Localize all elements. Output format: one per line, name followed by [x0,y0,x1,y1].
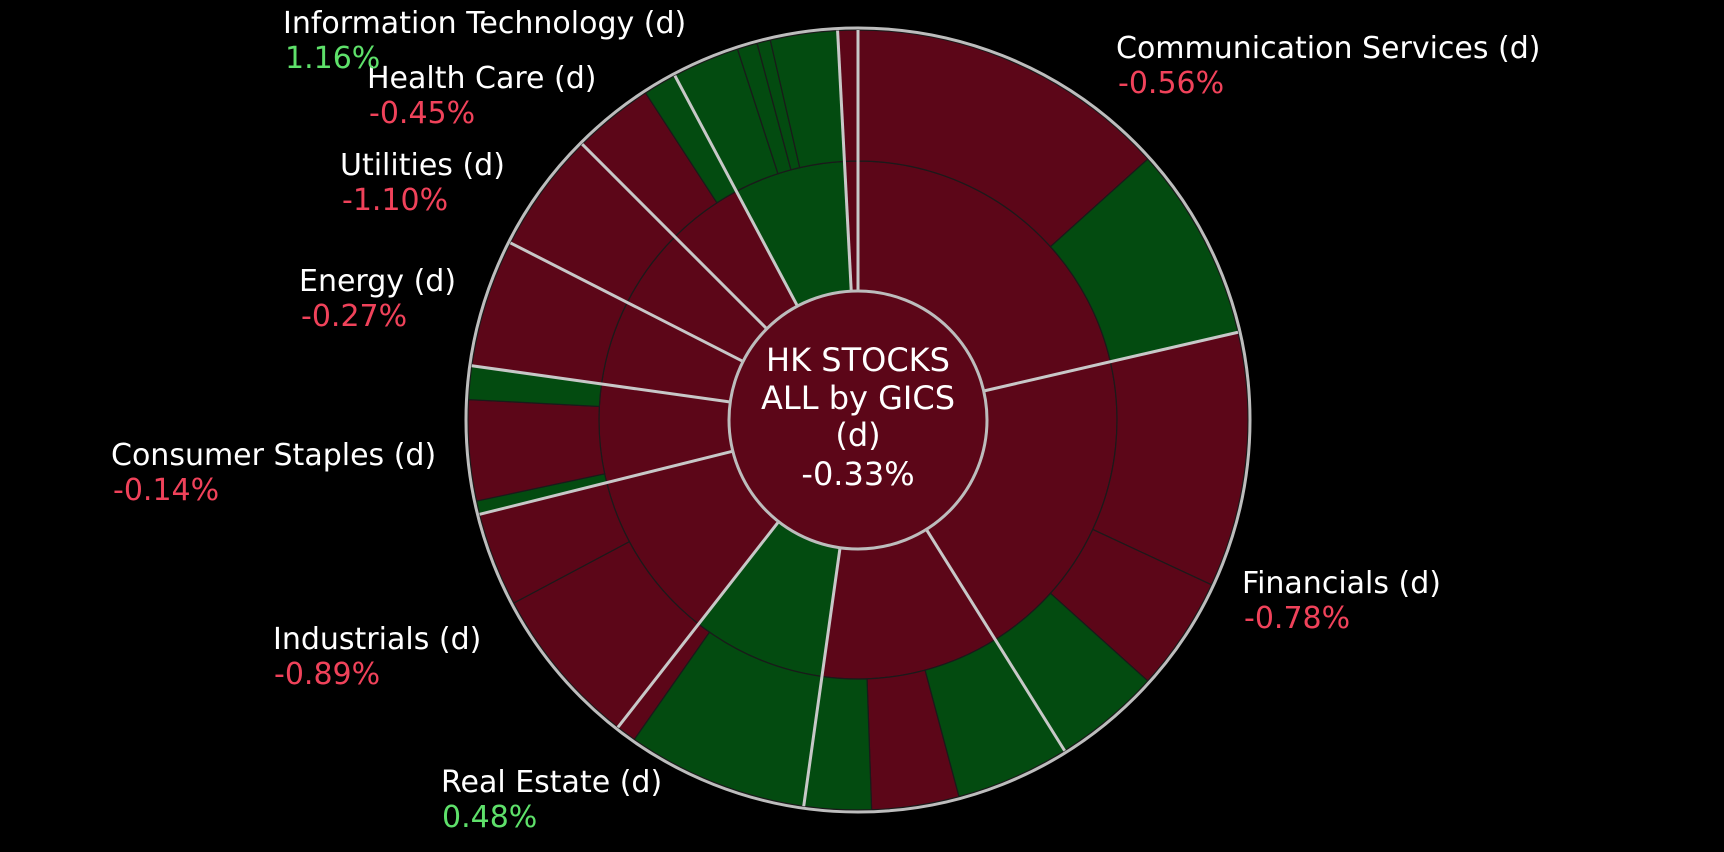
outer-ring-outline [464,26,1252,814]
label-name: Utilities (d) [340,148,505,183]
label-energy[interactable]: Energy (d) -0.27% [299,264,456,334]
center-title-line-2: ALL by GICS [761,379,955,417]
label-name: Health Care (d) [367,61,597,96]
sector-separator [581,143,768,330]
label-change: -0.14% [113,473,219,508]
sector-separator [673,74,799,307]
label-name: Financials (d) [1242,566,1441,601]
label-change: -0.89% [274,657,380,692]
sector-separator [836,30,853,292]
label-change: -1.10% [342,183,448,218]
center-total-change: -0.33% [801,455,914,493]
label-financials[interactable]: Financials (d) -0.78% [1242,566,1441,636]
sector-separator [479,449,734,516]
center-disc[interactable] [727,289,989,551]
sector-separator [471,364,731,404]
label-name: Communication Services (d) [1116,31,1540,66]
label-name: Real Estate (d) [441,765,662,800]
sector-separator [802,547,842,807]
label-information-technology[interactable]: Information Technology (d) 1.16% [283,6,686,76]
label-name: Consumer Staples (d) [111,438,436,473]
chart-center[interactable]: HK STOCKS ALL by GICS (d) -0.33% [727,289,989,551]
label-change: -0.78% [1244,601,1350,636]
sector-labels: Communication Services (d) -0.56% Financ… [111,6,1540,835]
label-consumer-staples[interactable]: Consumer Staples (d) -0.14% [111,438,436,508]
label-utilities[interactable]: Utilities (d) -1.10% [340,148,505,218]
sector-separator [983,330,1239,393]
label-name: Energy (d) [299,264,456,299]
sector-separator [509,241,744,363]
label-name: Information Technology (d) [283,6,686,41]
label-change: -0.27% [301,299,407,334]
label-change: 1.16% [285,41,380,76]
label-change: -0.56% [1118,66,1224,101]
sector-separator [616,520,780,729]
label-health-care[interactable]: Health Care (d) -0.45% [367,61,597,131]
sector-separator [925,528,1066,752]
label-industrials[interactable]: Industrials (d) -0.89% [273,622,481,692]
label-real-estate[interactable]: Real Estate (d) 0.48% [441,765,662,835]
sunburst-rings [464,26,1252,814]
center-title-line-1: HK STOCKS [766,341,950,379]
label-change: -0.45% [369,96,475,131]
label-change: 0.48% [442,800,537,835]
center-title-line-3: (d) [835,416,880,454]
label-name: Industrials (d) [273,622,481,657]
label-communication-services[interactable]: Communication Services (d) -0.56% [1116,31,1540,101]
